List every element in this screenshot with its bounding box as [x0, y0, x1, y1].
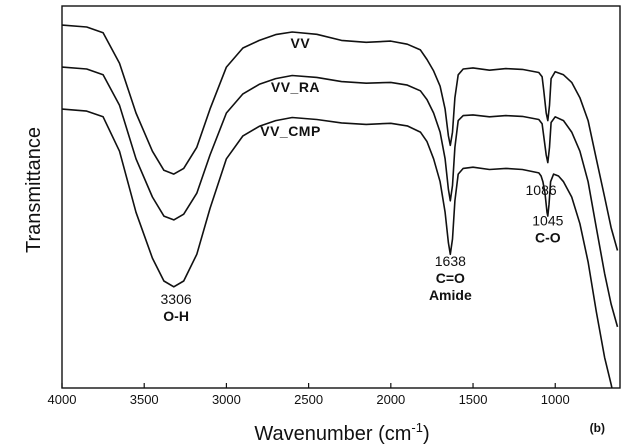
series-layer: [62, 24, 619, 388]
annotation-text: 1045: [532, 213, 563, 229]
series-label-vv-ra: VV_RA: [271, 79, 320, 95]
x-tick-label: 2500: [294, 392, 323, 407]
x-tick-label: 4000: [48, 392, 77, 407]
series-line-vv: [62, 24, 619, 251]
x-tick-label: 3500: [130, 392, 159, 407]
annotation-text: O-H: [163, 308, 189, 324]
x-tick-label: 3000: [212, 392, 241, 407]
annotation-text: 1086: [526, 182, 557, 198]
panel-label: (b): [590, 421, 605, 435]
annotation-1086: 1086: [526, 182, 557, 198]
x-tick-label: 2000: [376, 392, 405, 407]
annotation-text: Amide: [429, 287, 472, 303]
x-axis-title: Wavenumber (cm-1): [254, 420, 429, 445]
annotation-text: C-O: [535, 230, 561, 246]
series-labels-layer: VV VV_RA VV_CMP: [260, 35, 321, 139]
annotation-text: C=O: [436, 270, 465, 286]
annotation-text: 1638: [435, 253, 466, 269]
x-tick-label: 1000: [541, 392, 570, 407]
plot-border: [61, 5, 621, 389]
series-line-vv-cmp: [62, 108, 613, 388]
y-axis-title: Transmittance: [23, 127, 45, 253]
series-label-vv-cmp: VV_CMP: [260, 123, 321, 139]
x-tick-label: 1500: [459, 392, 488, 407]
series-label-vv: VV: [291, 35, 311, 51]
plot-frame: [61, 5, 621, 389]
series-line-vv-ra: [62, 66, 619, 328]
x-axis-ticks: 4000 3500 3000 2500 2000 1500 1000: [48, 383, 570, 407]
annotation-text: 3306: [161, 291, 192, 307]
